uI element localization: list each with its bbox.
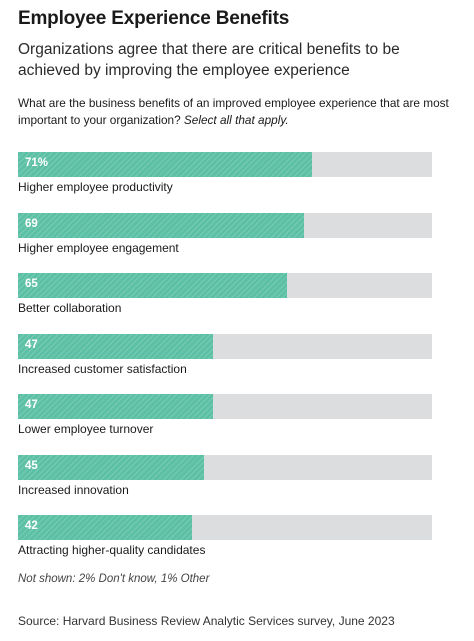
bar-value-label: 71%: [25, 157, 49, 169]
question-text: What are the business benefits of an imp…: [18, 96, 449, 127]
chart-title: Employee Experience Benefits: [18, 8, 290, 29]
bar: [18, 213, 304, 238]
survey-question: What are the business benefits of an imp…: [18, 95, 458, 129]
bar-category-label: Higher employee engagement: [18, 241, 179, 255]
bar: [18, 455, 205, 480]
bar-track: 42: [18, 515, 432, 540]
bar-category-label: Increased customer satisfaction: [18, 362, 187, 376]
bar-track: 47: [18, 334, 432, 359]
source-note: Source: Harvard Business Review Analytic…: [18, 614, 395, 628]
bar-value-label: 47: [25, 399, 38, 411]
bar: [18, 334, 213, 359]
bar: [18, 394, 213, 419]
bar-category-label: Lower employee turnover: [18, 422, 154, 436]
bar-track: 71%: [18, 152, 432, 177]
question-instruction: Select all that apply.: [183, 113, 289, 127]
bar-track: 45: [18, 455, 432, 480]
bar-category-label: Attracting higher-quality candidates: [18, 543, 206, 557]
bar-track: 47: [18, 394, 432, 419]
chart-subtitle: Organizations agree that there are criti…: [18, 41, 400, 79]
bar-track: 65: [18, 273, 432, 298]
bar-value-label: 42: [25, 520, 38, 532]
footnote: Not shown: 2% Don't know, 1% Other: [18, 573, 210, 585]
bar-value-label: 65: [25, 278, 38, 290]
bar-category-label: Increased innovation: [18, 483, 129, 497]
bar: [18, 152, 312, 177]
bar-value-label: 45: [25, 460, 38, 472]
bar-category-label: Higher employee productivity: [18, 180, 173, 194]
bar: [18, 273, 288, 298]
bar-value-label: 69: [25, 218, 38, 230]
bar-value-label: 47: [25, 339, 38, 351]
bar-category-label: Better collaboration: [18, 301, 122, 315]
bar-chart: 71% Higher employee productivity 69 Higher …: [18, 0, 432, 641]
bar-track: 69: [18, 213, 432, 238]
bar: [18, 515, 192, 540]
